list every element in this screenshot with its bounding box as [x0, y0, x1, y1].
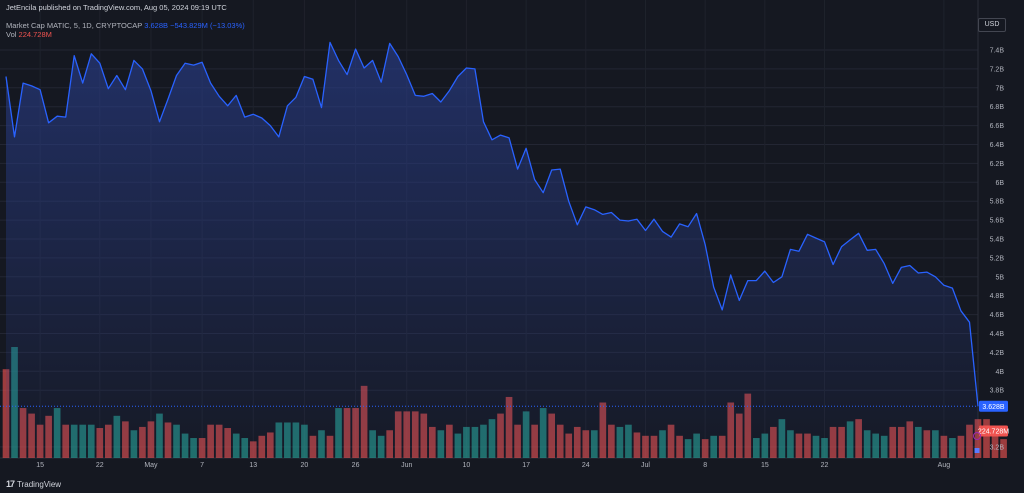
x-tick-label: 10: [463, 462, 471, 469]
y-tick-label: 5.4B: [990, 237, 1005, 244]
series-legend: Market Cap MATIC, 5, 1D, CRYPTOCAP 3.628…: [6, 21, 245, 30]
series-markers: [973, 432, 981, 453]
x-tick-label: 22: [96, 462, 104, 469]
x-tick-label: 8: [703, 462, 707, 469]
last-value-badge: 3.628B: [982, 404, 1005, 411]
tradingview-logo-icon: 17: [6, 479, 15, 489]
tradingview-brand[interactable]: 17 TradingView: [6, 479, 61, 489]
brand-name: TradingView: [17, 479, 62, 489]
price-axis[interactable]: 7.4B 7.2B 7B 6.8B 6.6B 6.4B 6.2B 6B 5.8B 5.6B 5.4B…: [978, 48, 1009, 452]
volume-label: Vol: [6, 30, 17, 39]
price-line: [5, 41, 979, 407]
series-marker-icon: [973, 432, 981, 440]
x-tick-label: 17: [522, 462, 530, 469]
x-tick-label: Jul: [641, 462, 650, 469]
volume-value: 224.728M: [18, 30, 52, 39]
x-tick-label: Jun: [401, 462, 412, 469]
y-tick-label: 4.8B: [990, 293, 1005, 300]
currency-button[interactable]: USD: [978, 18, 1006, 32]
volume-value-badge-bg: [979, 425, 1008, 437]
y-tick-label: 4.6B: [990, 312, 1005, 319]
last-value: 3.628B: [144, 21, 169, 30]
y-tick-label: 7B: [995, 85, 1004, 92]
y-tick-label: 7.4B: [990, 48, 1005, 55]
x-tick-label: May: [144, 462, 158, 469]
x-tick-label: 26: [352, 462, 360, 469]
change-value: −543.829M (−13.03%): [170, 21, 245, 30]
symbol-label: Market Cap MATIC, 5, 1D, CRYPTOCAP: [6, 21, 143, 30]
x-tick-label: 15: [761, 462, 769, 469]
y-tick-label: 4.2B: [990, 350, 1005, 357]
volume-bar: [983, 419, 990, 458]
y-tick-label: 6.4B: [990, 142, 1005, 149]
volume-bar: [991, 426, 999, 458]
y-tick-label: 5.2B: [990, 255, 1005, 262]
time-axis[interactable]: 15 22 May 7 13 20 26 Jun 10 17 24 Jul 8 15 22 Aug: [36, 462, 950, 469]
volume-bar: [1000, 439, 1007, 458]
x-tick-label: 7: [200, 462, 204, 469]
price-area: [6, 42, 978, 459]
y-tick-label: 6.2B: [990, 161, 1005, 168]
y-tick-label: 4B: [995, 369, 1004, 376]
x-tick-label: 13: [249, 462, 257, 469]
series-marker-icon: [974, 448, 980, 453]
y-tick-label: 7.2B: [990, 66, 1005, 73]
y-tick-label: 5.8B: [990, 199, 1005, 206]
publisher-line: JetEncila published on TradingView.com, …: [6, 3, 227, 12]
x-tick-label: Aug: [938, 462, 951, 469]
x-tick-label: 22: [821, 462, 829, 469]
y-tick-label: 4.4B: [990, 331, 1005, 338]
y-tick-label: 6B: [995, 180, 1004, 187]
y-tick-label: 5B: [995, 274, 1004, 281]
y-tick-label: 3.8B: [990, 388, 1005, 395]
last-value-badge-bg: [979, 400, 1008, 412]
volume-legend: Vol 224.728M: [6, 30, 52, 39]
y-tick-label: 5.6B: [990, 218, 1005, 225]
x-tick-label: 15: [36, 462, 44, 469]
y-tick-label: 6.6B: [990, 123, 1005, 130]
x-tick-label: 20: [301, 462, 309, 469]
y-tick-label: 6.8B: [990, 104, 1005, 111]
x-tick-label: 24: [582, 462, 590, 469]
volume-value-badge: 224.728M: [978, 429, 1009, 436]
y-tick-label: 3.2B: [990, 444, 1005, 451]
